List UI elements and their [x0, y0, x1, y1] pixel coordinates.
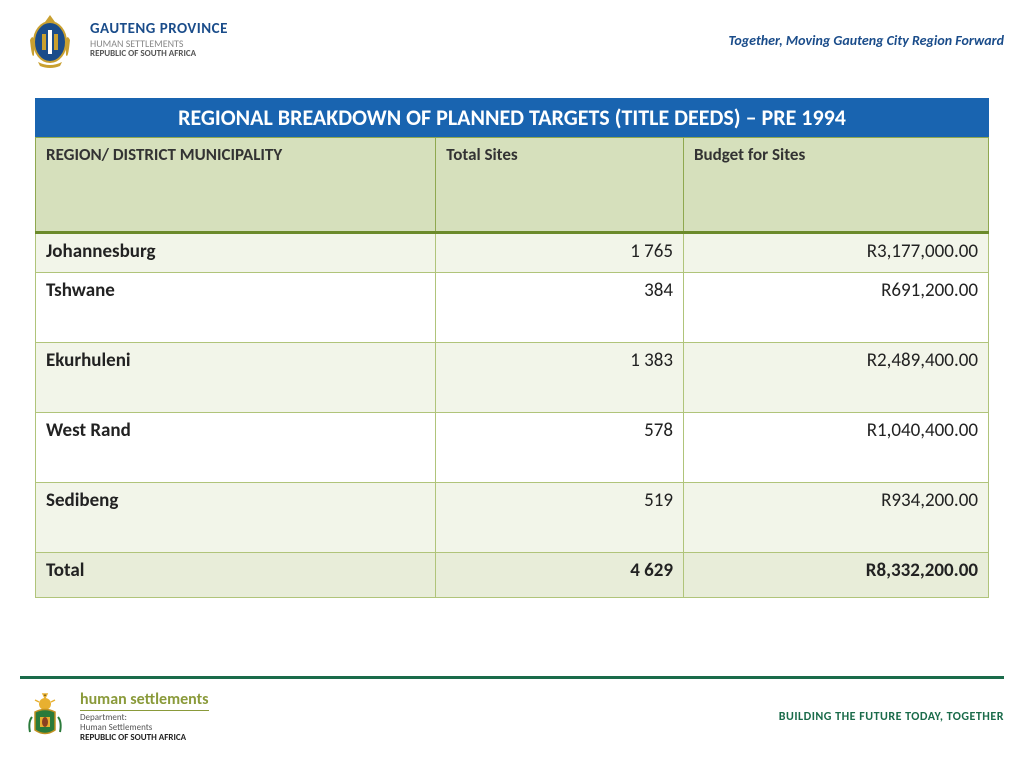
logo-block: GAUTENG PROVINCE HUMAN SETTLEMENTS REPUB… [20, 10, 228, 70]
province-name: GAUTENG PROVINCE [90, 21, 228, 38]
footer-sub3: REPUBLIC OF SOUTH AFRICA [80, 733, 209, 743]
logo-text: GAUTENG PROVINCE HUMAN SETTLEMENTS REPUB… [90, 21, 228, 58]
cell-sites: 578 [436, 413, 684, 483]
cell-total-label: Total [36, 553, 436, 598]
footer-divider [20, 676, 1004, 679]
col-header-sites: Total Sites [436, 138, 684, 233]
table-row: Johannesburg 1 765 R3,177,000.00 [36, 233, 989, 273]
cell-sites: 384 [436, 273, 684, 343]
cell-total-budget: R8,332,200.00 [684, 553, 989, 598]
national-coat-of-arms-icon [20, 692, 70, 742]
cell-sites: 519 [436, 483, 684, 553]
cell-budget: R691,200.00 [684, 273, 989, 343]
cell-sites: 1 383 [436, 343, 684, 413]
slogan-bottom: BUILDING THE FUTURE TODAY, TOGETHER [779, 710, 1004, 724]
cell-region: Sedibeng [36, 483, 436, 553]
cell-budget: R3,177,000.00 [684, 233, 989, 273]
cell-total-sites: 4 629 [436, 553, 684, 598]
cell-region: Johannesburg [36, 233, 436, 273]
cell-region: Tshwane [36, 273, 436, 343]
cell-region: West Rand [36, 413, 436, 483]
data-table: REGION/ DISTRICT MUNICIPALITY Total Site… [35, 137, 989, 598]
cell-sites: 1 765 [436, 233, 684, 273]
provincial-crest-icon [20, 10, 80, 70]
table-row: West Rand 578 R1,040,400.00 [36, 413, 989, 483]
table-total-row: Total 4 629 R8,332,200.00 [36, 553, 989, 598]
footer-text: human settlements Department: Human Sett… [80, 691, 209, 743]
country-name: REPUBLIC OF SOUTH AFRICA [90, 49, 228, 59]
cell-region: Ekurhuleni [36, 343, 436, 413]
page-footer: human settlements Department: Human Sett… [0, 676, 1024, 768]
footer-dept-name: human settlements [80, 691, 209, 712]
cell-budget: R2,489,400.00 [684, 343, 989, 413]
col-header-region: REGION/ DISTRICT MUNICIPALITY [36, 138, 436, 233]
cell-budget: R1,040,400.00 [684, 413, 989, 483]
page-header: GAUTENG PROVINCE HUMAN SETTLEMENTS REPUB… [0, 0, 1024, 80]
col-header-budget: Budget for Sites [684, 138, 989, 233]
table-row: Ekurhuleni 1 383 R2,489,400.00 [36, 343, 989, 413]
slogan-top: Together, Moving Gauteng City Region For… [729, 32, 1005, 49]
table-row: Tshwane 384 R691,200.00 [36, 273, 989, 343]
footer-logo-block: human settlements Department: Human Sett… [20, 691, 209, 743]
footer-row: human settlements Department: Human Sett… [20, 691, 1004, 743]
main-content: REGIONAL BREAKDOWN OF PLANNED TARGETS (T… [0, 98, 1024, 598]
cell-budget: R934,200.00 [684, 483, 989, 553]
table-header-row: REGION/ DISTRICT MUNICIPALITY Total Site… [36, 138, 989, 233]
slide-title: REGIONAL BREAKDOWN OF PLANNED TARGETS (T… [35, 98, 989, 137]
table-row: Sedibeng 519 R934,200.00 [36, 483, 989, 553]
